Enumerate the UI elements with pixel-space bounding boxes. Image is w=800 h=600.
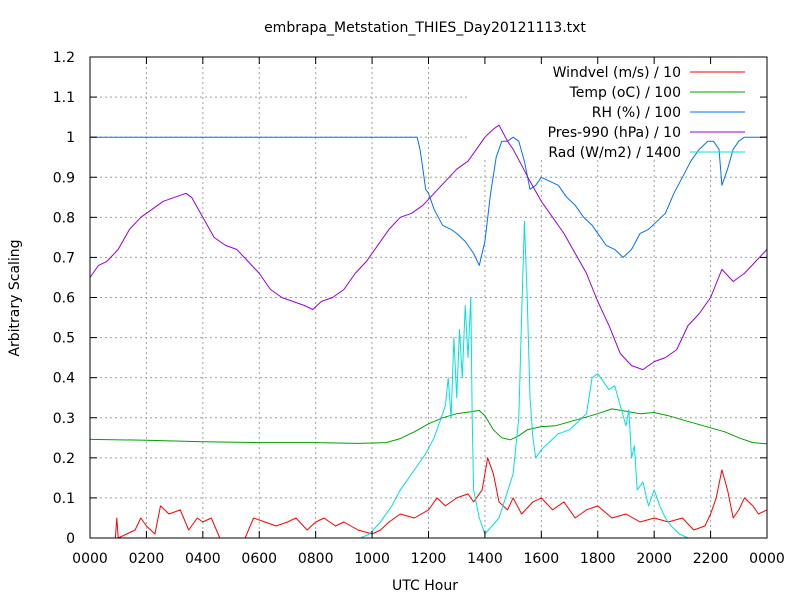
x-tick-label: 1400 — [467, 551, 503, 567]
series-line — [90, 457, 768, 539]
y-tick-label: 1.2 — [53, 50, 75, 66]
x-tick-label: 1000 — [354, 551, 390, 567]
x-tick-label: 0800 — [298, 551, 334, 567]
legend-label: RH (%) / 100 — [592, 105, 681, 121]
series-line — [89, 408, 768, 445]
x-tick-label: 1200 — [411, 551, 447, 567]
series-line — [90, 220, 767, 539]
legend-label: Pres-990 (hPa) / 10 — [548, 125, 681, 141]
x-axis-label: UTC Hour — [392, 578, 458, 594]
legend: Windvel (m/s) / 10 Temp (oC) / 100 RH (%) … — [548, 65, 745, 161]
series-layer — [89, 124, 768, 539]
x-tick-label: 0000 — [749, 551, 785, 567]
x-tick-label: 0400 — [185, 551, 221, 567]
y-tick-label: 0.2 — [53, 451, 75, 467]
x-tick-label: 0600 — [241, 551, 277, 567]
y-tick-label: 0.8 — [53, 210, 75, 226]
y-tick-label: 0.5 — [53, 331, 75, 347]
y-tick-label: 1.1 — [53, 90, 75, 106]
series-line — [90, 136, 767, 266]
y-tick-label: 0.7 — [53, 250, 75, 266]
y-tick-label: 0.1 — [53, 491, 75, 507]
axis-ticks: 0 0.1 0.2 0.3 0.4 0.5 0.6 0.7 0.8 0.9 1 1.1 1.2 0000 0… — [53, 50, 785, 567]
x-tick-label: 1600 — [524, 551, 560, 567]
x-tick-label: 0200 — [129, 551, 165, 567]
legend-label: Windvel (m/s) / 10 — [553, 65, 681, 81]
chart-title: embrapa_Metstation_THIES_Day20121113.txt — [264, 20, 586, 36]
legend-label: Rad (W/m2) / 1400 — [548, 145, 681, 161]
y-tick-label: 0.3 — [53, 411, 75, 427]
x-tick-label: 1800 — [580, 551, 616, 567]
y-axis-label: Arbitrary Scaling — [7, 239, 23, 356]
legend-label: Temp (oC) / 100 — [569, 85, 681, 101]
y-tick-label: 0.4 — [53, 371, 75, 387]
y-tick-label: 0 — [66, 531, 75, 547]
x-tick-label: 0000 — [72, 551, 108, 567]
y-tick-label: 0.6 — [53, 291, 75, 307]
x-tick-label: 2200 — [693, 551, 729, 567]
y-tick-label: 1 — [66, 130, 75, 146]
y-tick-label: 0.9 — [53, 170, 75, 186]
series-line — [89, 124, 768, 371]
x-tick-label: 2000 — [636, 551, 672, 567]
